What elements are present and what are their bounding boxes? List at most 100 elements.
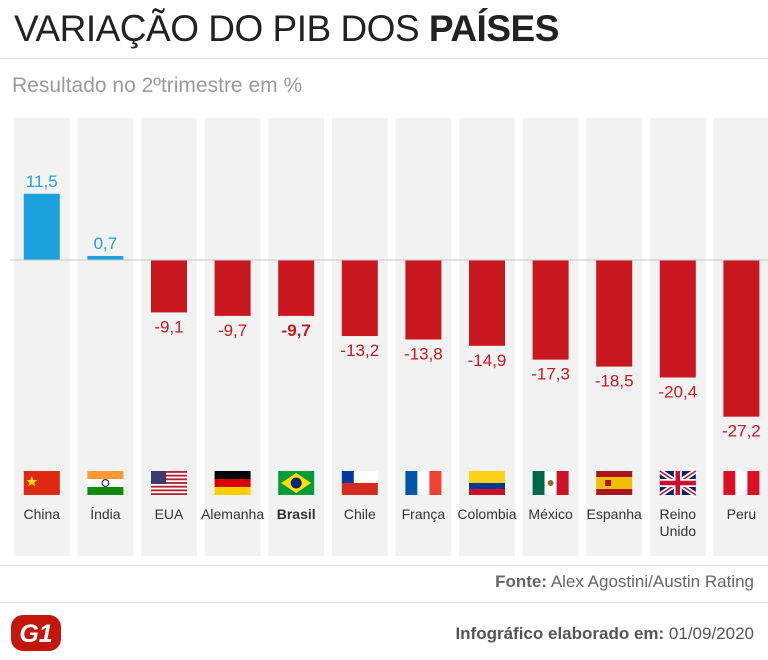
category-label-line: Alemanha (201, 506, 264, 522)
chart-title-prefix: VARIAÇÃO DO PIB DOS (14, 8, 429, 49)
category-label: China (24, 506, 61, 522)
bar (278, 260, 315, 316)
france-flag-icon (405, 471, 418, 495)
country-column: 0,7 Índia (77, 118, 134, 556)
country-column: -27,2 Peru (713, 118, 768, 556)
germany-flag-icon (214, 471, 251, 479)
data-label: -17,3 (531, 365, 570, 384)
chart-subtitle: Resultado no 2ºtrimestre em % (12, 74, 303, 97)
usa-flag-icon-part (151, 474, 187, 477)
india-flag-icon-part (87, 487, 124, 495)
source-label: Fonte: (495, 572, 548, 591)
category-label-line: Peru (727, 506, 757, 522)
usa-flag-icon-part (151, 478, 187, 481)
usa-flag-icon-part (151, 471, 167, 484)
data-label: 11,5 (26, 172, 58, 191)
data-label: -13,8 (404, 344, 443, 363)
usa-flag-icon-part (151, 493, 187, 495)
category-label-line: México (528, 506, 573, 522)
india-flag-wheel (101, 479, 110, 487)
category-label: Alemanha (201, 506, 264, 522)
bar (469, 260, 505, 346)
chart-divider (0, 565, 768, 566)
chile-flag-icon-part (341, 471, 354, 483)
category-label: França (402, 506, 446, 522)
spain-flag-icon-part (596, 489, 633, 495)
data-label: -9,7 (218, 321, 247, 340)
data-label: -9,1 (154, 317, 183, 336)
chile-flag-icon-part (341, 483, 378, 495)
data-label: 0,7 (94, 234, 118, 253)
data-label: -20,4 (658, 383, 697, 402)
category-label: Brasil (277, 506, 316, 522)
colombia-flag-icon-part (469, 489, 505, 495)
g1-logo: G1 (11, 615, 61, 651)
mexico-flag-emblem (547, 480, 554, 486)
category-label-line: Brasil (277, 506, 316, 522)
source-note: Fonte: Alex Agostini/Austin Rating (495, 572, 754, 592)
data-label: -13,2 (340, 341, 379, 360)
data-label: -27,2 (722, 422, 761, 441)
bar (341, 260, 378, 337)
category-label: Espanha (587, 506, 642, 522)
bar (659, 260, 696, 378)
data-label: -14,9 (468, 351, 507, 370)
france-flag-icon-part (429, 471, 442, 495)
country-column: -13,8 França (395, 118, 452, 556)
peru-flag-icon (723, 471, 736, 495)
country-column: -14,9 Colombia (457, 118, 517, 556)
chart-title-bold: PAÍSES (428, 8, 559, 49)
g1-logo-badge (11, 615, 61, 651)
usa-flag-icon-part (151, 489, 187, 492)
category-label: Reino Unido (660, 506, 697, 539)
colombia-flag-icon-part (469, 483, 505, 489)
category-label-line: Unido (660, 523, 697, 539)
bar (723, 260, 760, 417)
brazil-flag-globe (290, 477, 302, 489)
uk-flag-icon-part (659, 480, 696, 486)
country-column: -9,7 Brasil (268, 118, 325, 556)
country-column: 11,5 China (13, 118, 70, 556)
germany-flag-icon-part (214, 479, 251, 487)
usa-flag-icon-part (151, 471, 187, 473)
country-column: -20,4 Reino Unido (649, 118, 706, 556)
spain-flag-icon-part (596, 477, 633, 489)
country-column: -9,1 EUA (141, 118, 197, 556)
category-label: Índia (90, 506, 121, 522)
data-label: -9,7 (282, 321, 311, 340)
bar-chart: 11,5China0,7Índia-9,1EUA-9,7Alemanha-9,7… (10, 118, 768, 556)
bar (532, 260, 569, 360)
category-label-line: Espanha (587, 506, 642, 522)
category-label: Peru (727, 506, 757, 522)
category-label-line: Chile (344, 506, 376, 522)
category-label-line: Índia (90, 506, 121, 522)
bar (405, 260, 442, 340)
chart-title: VARIAÇÃO DO PIB DOS PAÍSES (14, 8, 559, 50)
category-label-line: Colombia (457, 506, 516, 522)
bar (87, 255, 124, 260)
germany-flag-icon-part (214, 487, 251, 495)
category-label: Colombia (457, 506, 516, 522)
country-column: -17,3 México (522, 118, 579, 556)
data-label: -18,5 (595, 372, 634, 391)
category-label-line: EUA (155, 506, 184, 522)
spain-flag-icon (596, 471, 633, 477)
country-column: -18,5 Espanha (586, 118, 643, 556)
country-column: -9,7 Alemanha (201, 118, 264, 556)
category-label-line: Reino (660, 506, 697, 522)
india-flag-icon-part (87, 479, 124, 487)
bar (151, 260, 187, 313)
usa-flag-icon-part (151, 485, 187, 488)
spain-flag-emblem (605, 480, 612, 486)
usa-flag-icon-part (151, 482, 187, 484)
france-flag-icon-part (417, 471, 430, 495)
bar (596, 260, 633, 367)
bar (23, 193, 60, 260)
source-text: Alex Agostini/Austin Rating (547, 572, 754, 591)
credit-label: Infográfico elaborado em: (455, 624, 665, 643)
title-divider (0, 58, 768, 59)
credit-date: 01/09/2020 (664, 624, 754, 643)
china-flag-icon (23, 471, 60, 495)
credit-note: Infográfico elaborado em: 01/09/2020 (455, 624, 754, 644)
colombia-flag-icon (469, 471, 505, 483)
